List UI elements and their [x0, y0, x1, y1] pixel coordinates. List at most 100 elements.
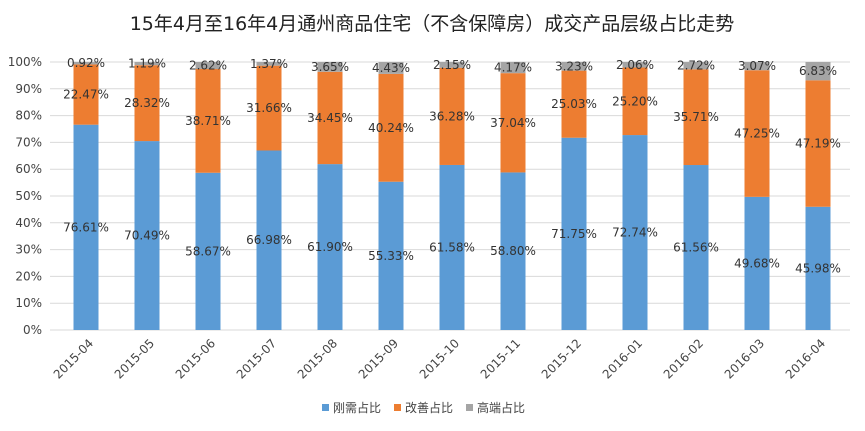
x-tick-label: 2015-04 — [51, 336, 96, 381]
data-label: 61.56% — [673, 241, 719, 255]
y-tick-label: 70% — [15, 135, 42, 149]
y-tick-label: 0% — [23, 323, 42, 337]
bar-segment-high-end — [317, 62, 343, 72]
data-label: 58.67% — [185, 244, 231, 258]
x-tick-label: 2015-10 — [417, 336, 462, 381]
y-tick-label: 40% — [15, 216, 42, 230]
bar-segment-improve — [195, 69, 221, 173]
y-tick-label: 50% — [15, 189, 42, 203]
data-label: 6.83% — [799, 64, 837, 78]
data-label: 72.74% — [612, 226, 658, 240]
data-label: 66.98% — [246, 233, 292, 247]
data-label: 35.71% — [673, 110, 719, 124]
bar-segment-high-end — [134, 62, 160, 66]
bar-segment-improve — [561, 70, 587, 138]
data-label: 4.17% — [494, 61, 532, 75]
bar-segment-rigid — [500, 172, 526, 330]
bar-segment-high-end — [561, 61, 587, 71]
bar-segment-improve — [744, 70, 770, 197]
bar-segment-rigid — [561, 137, 587, 330]
x-tick-label: 2015-09 — [356, 336, 401, 381]
data-label: 25.20% — [612, 94, 658, 108]
data-label: 31.66% — [246, 101, 292, 115]
data-label: 49.68% — [734, 256, 780, 270]
data-label: 45.98% — [795, 261, 841, 275]
y-tick-label: 10% — [15, 296, 42, 310]
x-tick-label: 2015-07 — [234, 336, 279, 381]
bar-segment-high-end — [622, 62, 648, 68]
data-label: 36.28% — [429, 109, 475, 123]
bar-segment-improve — [317, 71, 343, 165]
data-label: 70.49% — [124, 229, 170, 243]
data-label: 76.61% — [63, 220, 109, 234]
y-tick-label: 90% — [15, 82, 42, 96]
x-tick-label: 2015-06 — [173, 336, 218, 381]
bar-segment-high-end — [256, 61, 282, 66]
data-label: 28.32% — [124, 96, 170, 110]
y-tick-label: 60% — [15, 162, 42, 176]
data-label: 2.06% — [616, 58, 654, 72]
bar-segment-improve — [500, 73, 526, 173]
bar-segment-high-end — [195, 62, 221, 70]
bar-segment-rigid — [683, 165, 709, 330]
data-label: 34.45% — [307, 111, 353, 125]
data-label: 2.62% — [189, 59, 227, 73]
data-label: 71.75% — [551, 227, 597, 241]
x-tick-label: 2015-08 — [295, 336, 340, 381]
y-tick-label: 20% — [15, 269, 42, 283]
bar-segment-high-end — [378, 62, 404, 74]
legend-swatch — [394, 404, 401, 411]
x-tick-label: 2016-02 — [661, 336, 706, 381]
bar-segment-improve — [134, 65, 160, 142]
bar-segment-high-end — [500, 61, 526, 74]
bar-segment-improve — [622, 67, 648, 136]
data-label: 1.37% — [250, 57, 288, 71]
legend-swatch — [322, 404, 329, 411]
bar-segment-rigid — [134, 141, 160, 330]
data-label: 2.72% — [677, 59, 715, 73]
bar-segment-rigid — [622, 135, 648, 330]
legend-label: 高端占比 — [477, 400, 525, 415]
x-tick-label: 2016-04 — [783, 336, 828, 381]
chart-title: 15年4月至16年4月通州商品住宅（不含保障房）成交产品层级占比走势 — [130, 13, 735, 35]
bar-segment-rigid — [73, 124, 99, 330]
bar-segment-improve — [378, 73, 404, 182]
data-label: 3.07% — [738, 59, 776, 73]
x-tick-label: 2015-11 — [478, 336, 523, 381]
bar-segment-rigid — [317, 164, 343, 330]
y-tick-label: 80% — [15, 109, 42, 123]
bar-segment-high-end — [805, 62, 831, 81]
data-label: 38.71% — [185, 114, 231, 128]
data-label: 58.80% — [490, 244, 536, 258]
data-label: 3.65% — [311, 60, 349, 74]
data-label: 40.24% — [368, 121, 414, 135]
data-label: 61.90% — [307, 240, 353, 254]
data-label: 47.25% — [734, 127, 780, 141]
data-label: 55.33% — [368, 249, 414, 263]
y-tick-label: 100% — [8, 55, 42, 69]
bar-segment-rigid — [744, 196, 770, 330]
legend-label: 改善占比 — [405, 400, 453, 415]
x-tick-label: 2016-01 — [600, 336, 645, 381]
data-label: 25.03% — [551, 97, 597, 111]
data-label: 3.23% — [555, 59, 593, 73]
bar-segment-rigid — [256, 150, 282, 330]
bar-segment-rigid — [195, 172, 221, 330]
bar-segment-high-end — [744, 62, 770, 71]
x-tick-label: 2016-03 — [722, 336, 767, 381]
legend-swatch — [466, 404, 473, 411]
x-tick-label: 2015-05 — [112, 336, 157, 381]
legend-label: 刚需占比 — [333, 400, 381, 415]
data-label: 2.15% — [433, 58, 471, 72]
bar-segment-high-end — [683, 62, 709, 70]
data-label: 0.92% — [67, 56, 105, 70]
bar-segment-rigid — [439, 164, 465, 330]
bar-segment-high-end — [73, 62, 99, 65]
data-label: 47.19% — [795, 137, 841, 151]
data-label: 4.43% — [372, 61, 410, 75]
bar-segment-rigid — [805, 206, 831, 330]
data-label: 1.19% — [128, 57, 166, 71]
x-tick-label: 2015-12 — [539, 336, 584, 381]
bar-segment-rigid — [378, 181, 404, 330]
